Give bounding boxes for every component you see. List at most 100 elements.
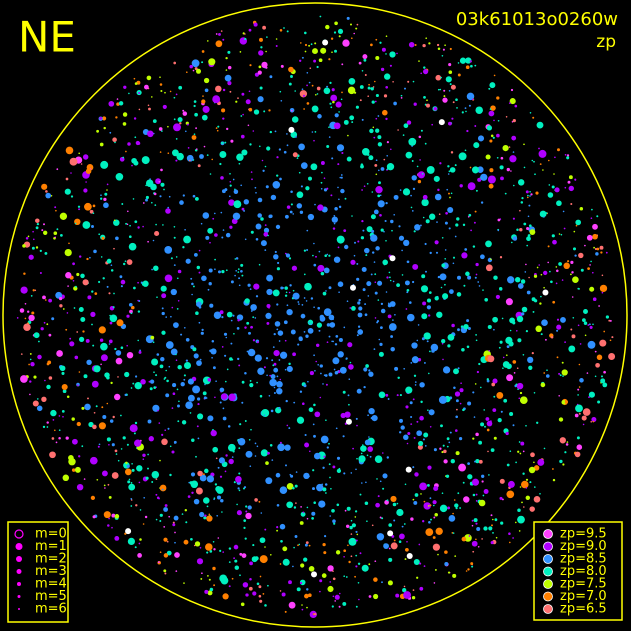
star bbox=[159, 513, 163, 517]
star bbox=[100, 363, 102, 366]
star bbox=[33, 332, 40, 339]
star bbox=[374, 163, 378, 167]
star bbox=[119, 275, 123, 279]
star bbox=[577, 394, 579, 396]
star bbox=[400, 94, 403, 97]
star bbox=[518, 441, 521, 443]
star bbox=[554, 156, 556, 159]
star bbox=[529, 481, 532, 484]
star bbox=[306, 84, 308, 87]
star bbox=[254, 442, 257, 445]
star bbox=[421, 313, 428, 320]
star bbox=[228, 585, 231, 588]
direction-label: NE bbox=[18, 13, 76, 62]
star bbox=[426, 298, 432, 303]
star bbox=[425, 219, 430, 224]
star bbox=[115, 350, 122, 356]
star bbox=[68, 458, 76, 466]
star bbox=[377, 135, 382, 140]
star bbox=[241, 207, 245, 211]
star bbox=[557, 148, 560, 152]
star bbox=[196, 397, 201, 401]
star bbox=[588, 396, 590, 399]
star bbox=[324, 483, 328, 486]
star bbox=[491, 382, 496, 387]
star bbox=[103, 197, 107, 202]
star bbox=[167, 152, 170, 154]
star bbox=[443, 89, 446, 92]
star bbox=[266, 304, 271, 308]
star bbox=[584, 334, 587, 337]
star bbox=[145, 184, 147, 187]
star bbox=[249, 465, 252, 468]
star bbox=[603, 330, 606, 333]
star bbox=[195, 455, 197, 458]
star bbox=[346, 506, 351, 511]
star bbox=[331, 157, 334, 160]
star bbox=[456, 107, 458, 109]
star bbox=[466, 92, 475, 101]
star bbox=[444, 221, 448, 225]
star bbox=[319, 396, 322, 399]
star bbox=[350, 533, 353, 535]
star bbox=[264, 249, 267, 251]
star bbox=[360, 452, 363, 455]
star bbox=[439, 273, 447, 281]
star bbox=[388, 271, 391, 274]
star bbox=[295, 502, 297, 504]
star bbox=[536, 421, 539, 424]
star bbox=[255, 223, 262, 230]
star bbox=[141, 156, 150, 165]
star bbox=[340, 174, 343, 176]
star bbox=[447, 334, 455, 341]
star bbox=[471, 98, 474, 101]
star bbox=[540, 273, 543, 276]
star bbox=[486, 378, 489, 381]
star bbox=[208, 513, 211, 516]
star bbox=[348, 378, 351, 381]
star bbox=[331, 318, 334, 321]
star bbox=[422, 43, 426, 48]
star bbox=[356, 23, 359, 26]
star bbox=[556, 269, 559, 273]
star bbox=[433, 175, 440, 182]
star bbox=[279, 563, 282, 565]
star bbox=[245, 99, 251, 105]
star bbox=[161, 293, 167, 299]
star bbox=[326, 341, 329, 344]
star bbox=[58, 429, 61, 432]
star bbox=[126, 344, 128, 347]
star bbox=[475, 273, 478, 276]
star bbox=[91, 380, 99, 388]
star bbox=[450, 84, 456, 90]
star bbox=[252, 591, 257, 596]
star bbox=[337, 246, 340, 249]
star bbox=[267, 451, 270, 455]
star bbox=[135, 140, 140, 146]
star bbox=[487, 257, 493, 263]
star bbox=[207, 575, 209, 577]
star bbox=[179, 200, 184, 205]
star bbox=[346, 300, 349, 303]
star bbox=[220, 30, 223, 32]
star bbox=[427, 505, 430, 507]
star bbox=[476, 370, 480, 374]
star bbox=[23, 323, 31, 331]
star bbox=[433, 516, 436, 519]
star bbox=[305, 300, 308, 302]
star bbox=[334, 370, 339, 375]
star bbox=[244, 238, 247, 241]
star bbox=[558, 233, 561, 235]
star bbox=[307, 319, 314, 326]
star bbox=[37, 340, 40, 343]
star bbox=[512, 151, 515, 153]
star bbox=[298, 303, 300, 305]
star bbox=[202, 391, 207, 396]
star bbox=[220, 176, 224, 180]
star bbox=[265, 50, 267, 53]
star bbox=[359, 99, 362, 102]
star bbox=[265, 477, 273, 485]
star bbox=[260, 217, 264, 221]
star bbox=[439, 504, 448, 513]
star bbox=[503, 398, 508, 403]
